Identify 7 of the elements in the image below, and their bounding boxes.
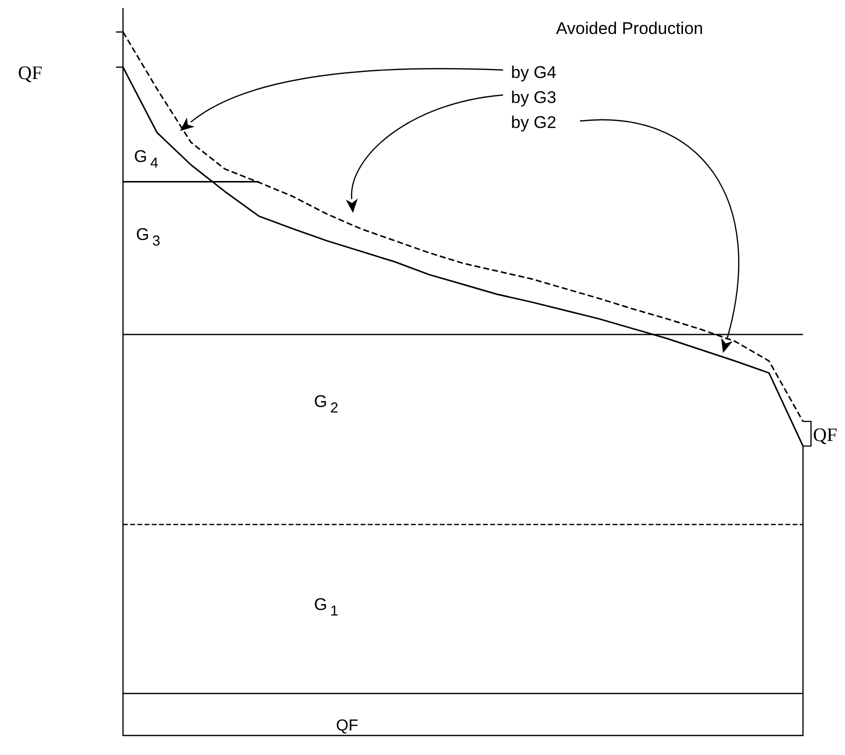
text: QF: [813, 425, 838, 446]
annotation: by G3: [511, 88, 556, 107]
annotation: by G2: [511, 113, 556, 132]
text: QF: [18, 63, 42, 84]
annotation: by G4: [511, 63, 556, 82]
annotation: QF: [336, 718, 358, 734]
annotation: Avoided Production: [556, 19, 704, 38]
